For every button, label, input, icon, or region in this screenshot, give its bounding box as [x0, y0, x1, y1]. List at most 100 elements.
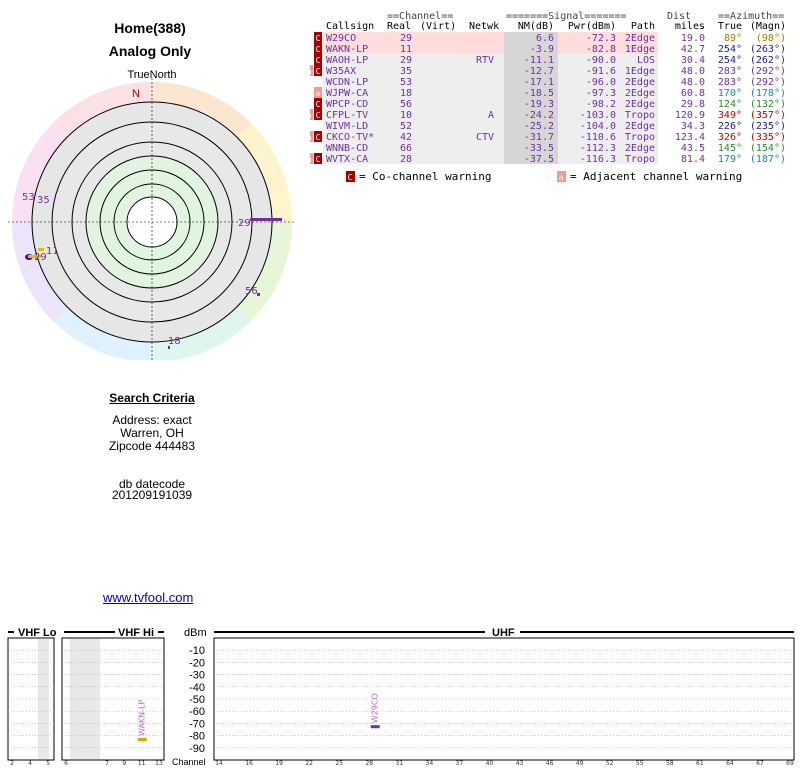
azimuth-true-cell: 326°	[718, 132, 742, 143]
channel-real-cell: 10	[400, 110, 412, 121]
channel-tick-label: 4	[28, 760, 32, 767]
svg-text:C: C	[316, 34, 321, 43]
azimuth-true-cell: 124°	[718, 99, 742, 110]
channel-tick-label: 25	[335, 760, 343, 767]
azimuth-true-cell: 170°	[718, 88, 742, 99]
radar-marker-wpcp: 56	[245, 286, 260, 297]
table-row: Ca WVTX-CA 28 -37.5 -116.3 Tropo 81.4 179° (187°…	[305, 153, 786, 165]
callsign-cell: WNNB-CD	[326, 143, 368, 154]
radar-marker-label: 18	[168, 336, 181, 347]
col-header-magn: (Magn)	[750, 21, 786, 32]
col-header-pwr: Pwr(dBm)	[568, 21, 616, 32]
channel-tick-label: 11	[138, 760, 146, 767]
db-datecode-value: 201209191039	[111, 488, 193, 502]
azimuth-true-cell: 254°	[718, 44, 742, 55]
azimuth-magn-cell: (292°)	[750, 66, 786, 77]
adjacent-channel-legend: a = Adjacent channel warning	[557, 170, 742, 183]
callsign-cell: W29CO	[326, 33, 356, 44]
warning-badge: C	[314, 54, 322, 65]
nm-cell: -31.7	[524, 132, 554, 143]
path-cell: 1Edge	[625, 44, 655, 55]
channel-real-cell: 11	[400, 44, 412, 55]
power-cell: -82.8	[586, 44, 616, 55]
power-cell: -97.3	[586, 88, 616, 99]
channel-tick-label: 14	[215, 760, 223, 767]
channel-real-cell: 28	[400, 154, 412, 165]
callsign-cell: WAKN-LP	[326, 44, 368, 55]
radar-marker-w35ax: 35	[37, 195, 50, 206]
channel-tick-label: 5	[46, 760, 50, 767]
adjacent-channel-icon: a	[559, 173, 564, 182]
dist-cell: 81.4	[681, 154, 705, 165]
nm-cell: -11.1	[524, 55, 554, 66]
path-cell: Tropo	[625, 154, 655, 165]
y-tick-label: -10	[189, 645, 205, 657]
azimuth-true-cell: 179°	[718, 154, 742, 165]
y-tick-label: -60	[189, 706, 205, 718]
radar-marker-label: 11	[46, 246, 59, 257]
y-tick-label: -40	[189, 682, 205, 694]
azimuth-true-cell: 254°	[718, 55, 742, 66]
channel-real-cell: 29	[400, 55, 412, 66]
page-subtitle: Analog Only	[108, 43, 192, 59]
col-header-callsign: Callsign	[326, 21, 374, 32]
channel-tick-label: 7	[105, 760, 109, 767]
nm-cell: -33.5	[524, 143, 554, 154]
radar-marker-w29co: 29	[238, 218, 282, 229]
azimuth-magn-cell: (235°)	[750, 121, 786, 132]
azimuth-true-cell: 145°	[718, 143, 742, 154]
azimuth-magn-cell: (262°)	[750, 55, 786, 66]
nm-cell: -25.2	[524, 121, 554, 132]
true-north-label: TrueNorth	[127, 70, 176, 81]
radar-marker-label: 56	[245, 286, 258, 297]
spectrum-marker: WAKN-LP	[137, 699, 147, 742]
network-cell: A	[488, 110, 494, 121]
station-table: ==Channel== =======Signal======= Dist ==…	[305, 8, 800, 188]
azimuth-magn-cell: (263°)	[750, 44, 786, 55]
power-cell: -96.0	[586, 77, 616, 88]
nm-cell: -37.5	[524, 154, 554, 165]
callsign-cell: CFPL-TV	[326, 110, 368, 121]
warning-badge: Ca	[305, 131, 322, 142]
channel-real-cell: 42	[400, 132, 412, 143]
spectrum-marker: W29CO	[370, 693, 380, 729]
compass-ring	[12, 82, 292, 362]
nm-cell: -12.7	[524, 66, 554, 77]
path-cell: 2Edge	[625, 33, 655, 44]
channel-tick-label: 2	[10, 760, 14, 767]
azimuth-magn-cell: (178°)	[750, 88, 786, 99]
network-cell: CTV	[476, 132, 494, 143]
dist-cell: 48.0	[681, 66, 705, 77]
channel-tick-label: 34	[426, 760, 434, 767]
power-cell: -112.3	[580, 143, 616, 154]
tvfool-link[interactable]: www.tvfool.com	[103, 590, 194, 605]
col-header-virt: (Virt)	[420, 21, 456, 32]
dist-cell: 29.8	[681, 99, 705, 110]
svg-text:C: C	[316, 155, 321, 164]
channel-tick-label: 40	[486, 760, 494, 767]
search-city: Warren, OH	[120, 426, 184, 440]
spectrum-marker-label: WAKN-LP	[138, 699, 147, 736]
power-cell: -103.0	[580, 110, 616, 121]
table-row: C W29CO 29 6.6 -72.3 2Edge 19.0 89° (98°)	[314, 32, 786, 44]
header-group-channel: ==Channel==	[387, 11, 453, 22]
channel-real-cell: 18	[400, 88, 412, 99]
col-header-nm: NM(dB)	[518, 21, 554, 32]
search-criteria-heading: Search Criteria	[109, 391, 195, 405]
header-group-azimuth: ==Azimuth==	[718, 11, 784, 22]
warning-badge: C	[314, 32, 322, 43]
svg-text:C: C	[316, 56, 321, 65]
azimuth-magn-cell: (98°)	[756, 33, 786, 44]
search-zipcode: Zipcode 444483	[108, 439, 196, 453]
path-cell: 2Edge	[625, 99, 655, 110]
channel-tick-label: 69	[786, 760, 794, 767]
band-uhf: UHF	[492, 627, 515, 639]
channel-real-cell: 53	[400, 77, 412, 88]
svg-text:a: a	[310, 67, 312, 76]
table-row: WIVM-LD 52 -25.2 -104.0 2Edge 34.3 226° (235°)	[323, 120, 786, 132]
callsign-cell: WJPW-CA	[326, 88, 368, 99]
db-datecode-label: db datecode	[118, 477, 186, 491]
channel-real-cell: 35	[400, 66, 412, 77]
callsign-cell: WVTX-CA	[326, 154, 368, 165]
radar-marker-label: 29	[34, 252, 47, 263]
